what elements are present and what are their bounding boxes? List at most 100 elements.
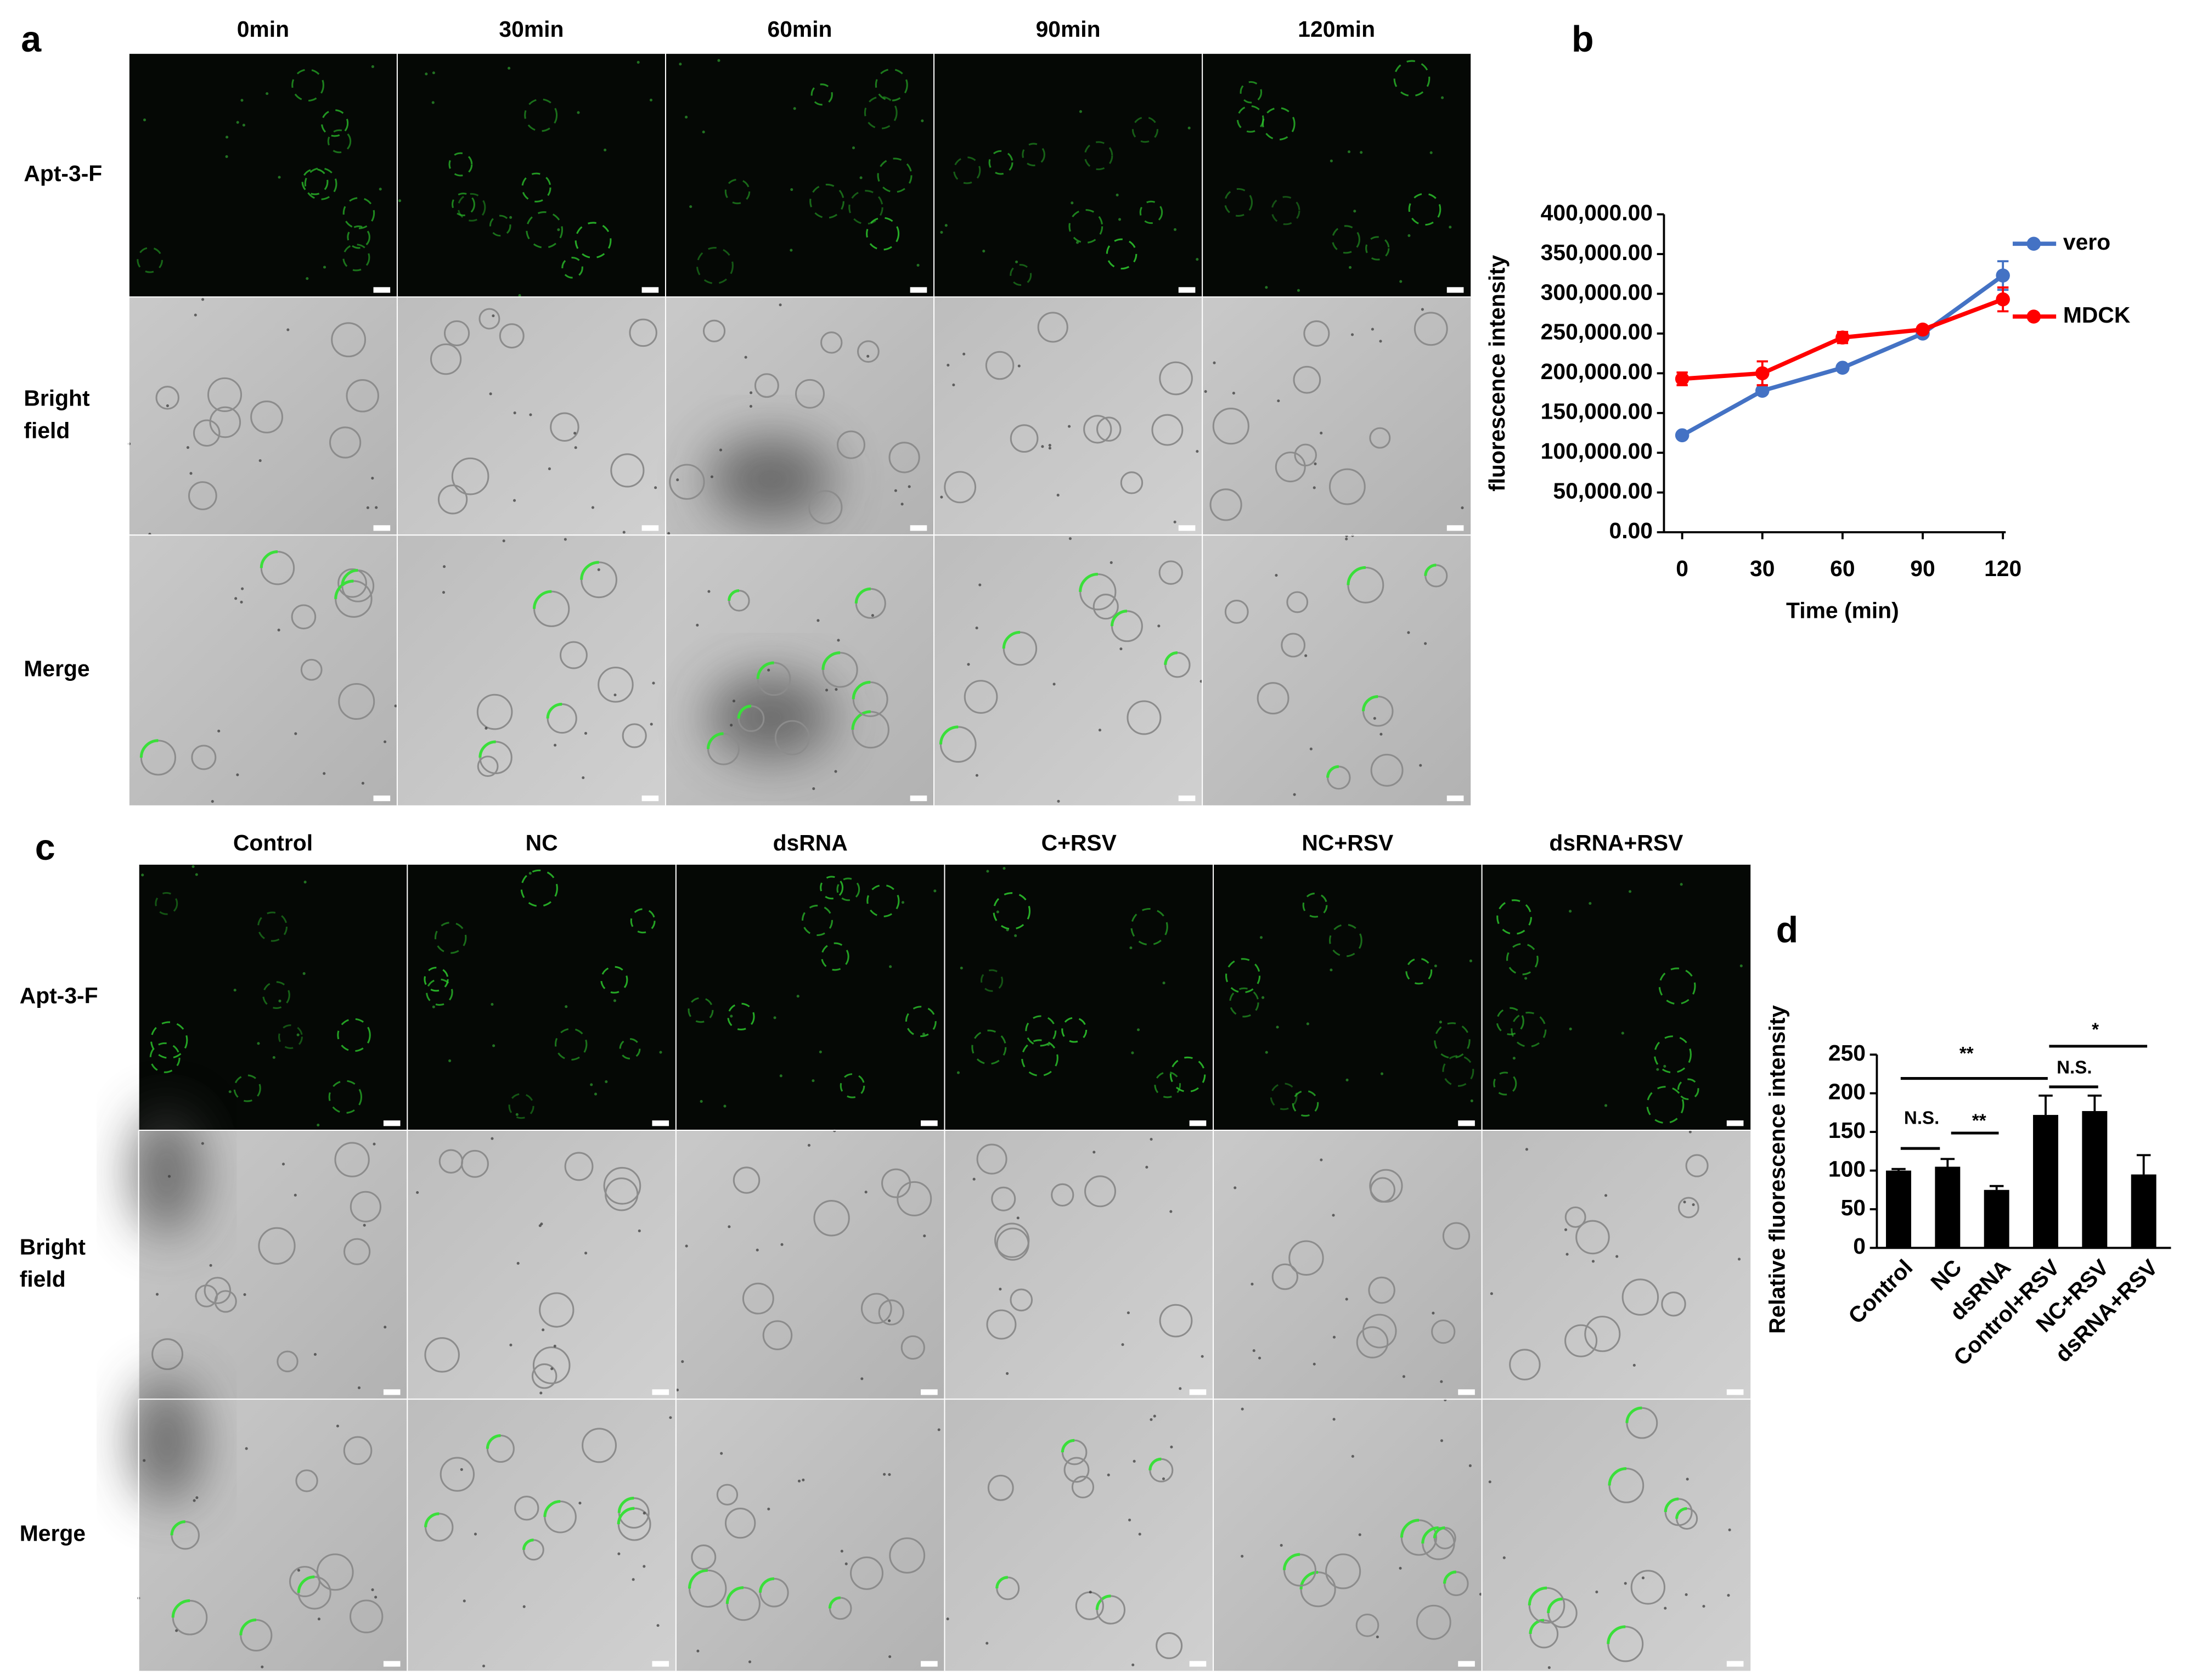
x-tick-label: 90 — [1910, 556, 1935, 581]
speck — [591, 506, 594, 509]
row-label: Merge — [20, 1520, 86, 1546]
cell — [338, 683, 375, 720]
image-bg — [138, 864, 408, 1131]
x-tick-label: NC — [1926, 1255, 1967, 1295]
speck — [654, 486, 657, 489]
cell — [452, 193, 475, 217]
speck — [1015, 260, 1018, 263]
speck — [542, 1328, 545, 1332]
cell — [1021, 1039, 1058, 1077]
speck — [652, 681, 655, 685]
scale-bar — [1178, 287, 1196, 293]
image-bg — [397, 53, 666, 297]
speck — [1434, 964, 1437, 968]
significance-label: N.S. — [1904, 1108, 1940, 1128]
cell-signal — [1400, 1519, 1420, 1538]
speck — [720, 1452, 723, 1455]
scale-bar — [1189, 1120, 1207, 1126]
shadow — [131, 1378, 202, 1504]
cell — [1240, 81, 1263, 104]
speck — [1265, 1051, 1268, 1054]
speck — [1376, 1635, 1379, 1639]
cell — [346, 379, 379, 413]
scale-bar — [383, 1661, 401, 1667]
image-bg — [407, 864, 676, 1131]
cell — [1493, 1072, 1517, 1096]
image-bg — [944, 864, 1214, 1131]
speck — [717, 59, 720, 62]
cell — [795, 379, 825, 409]
speck — [242, 123, 245, 127]
speck — [1589, 902, 1592, 905]
cell — [1084, 141, 1113, 171]
x-tick-label: Control — [1843, 1255, 1917, 1329]
speck — [1121, 1343, 1124, 1346]
speck — [1680, 883, 1683, 886]
speck — [773, 1016, 776, 1019]
cell — [900, 1335, 925, 1360]
cell — [864, 95, 898, 129]
cell — [1355, 1613, 1379, 1637]
micrograph — [944, 1399, 1214, 1671]
cell-signal — [260, 550, 278, 568]
speck — [266, 92, 269, 95]
cell — [531, 1363, 557, 1389]
speck — [1006, 928, 1009, 932]
speck — [286, 328, 290, 331]
bar — [1935, 1166, 1961, 1248]
speck — [379, 188, 382, 191]
speck — [513, 499, 516, 502]
cell — [476, 694, 513, 730]
x-tick-label: 60 — [1830, 556, 1855, 581]
speck — [1047, 1043, 1050, 1046]
cell — [754, 373, 779, 398]
speck — [1330, 159, 1333, 162]
speck — [1119, 647, 1123, 651]
cell — [1369, 427, 1391, 449]
speck — [1371, 328, 1374, 331]
cell-signal — [728, 589, 740, 601]
cell — [610, 453, 645, 488]
speck — [1330, 968, 1333, 972]
cell-signal — [1347, 566, 1366, 585]
cell — [1621, 1278, 1659, 1316]
cell — [1010, 424, 1039, 453]
speck — [643, 1512, 646, 1515]
cell-signal — [1547, 1597, 1563, 1614]
cell — [316, 1553, 354, 1591]
scale-bar — [1458, 1120, 1475, 1126]
speck — [383, 740, 387, 743]
speck — [548, 467, 551, 470]
speck — [1569, 1027, 1572, 1031]
speck — [779, 303, 782, 307]
column-header: C+RSV — [1041, 830, 1117, 855]
cell-signal — [171, 1599, 190, 1618]
cell — [1262, 107, 1296, 140]
speck — [1591, 1260, 1595, 1263]
speck — [1297, 289, 1300, 292]
speck — [1564, 1228, 1568, 1231]
cell — [1365, 236, 1390, 261]
speck — [900, 503, 904, 506]
speck — [538, 1224, 542, 1227]
speck — [1118, 218, 1122, 221]
speck — [1688, 1130, 1692, 1134]
cell — [550, 412, 579, 442]
speck — [564, 538, 567, 541]
speck — [371, 1588, 374, 1592]
speck — [999, 1287, 1002, 1291]
cell — [866, 884, 900, 917]
cell — [443, 320, 470, 347]
speck — [1276, 1025, 1279, 1029]
speck — [710, 475, 713, 478]
cell — [1511, 1012, 1547, 1048]
speck — [952, 384, 955, 387]
speck — [796, 995, 799, 998]
speck — [922, 1033, 925, 1036]
cell — [461, 1149, 489, 1178]
speck — [297, 1569, 300, 1572]
scale-bar — [1446, 287, 1464, 293]
speck — [398, 199, 402, 202]
speck — [1621, 1031, 1624, 1035]
